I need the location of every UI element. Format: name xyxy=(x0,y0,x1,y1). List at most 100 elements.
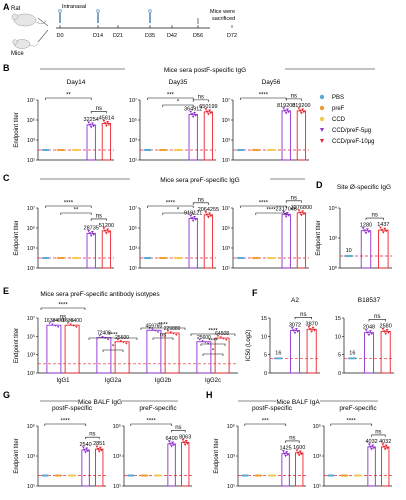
legend-marker xyxy=(319,105,325,111)
mice-label: Mice xyxy=(11,51,24,57)
significance-label: ns xyxy=(198,94,204,100)
y-tick-label: 10⁵ xyxy=(113,423,121,430)
data-point xyxy=(348,357,351,360)
y-tick-label: 10¹ xyxy=(227,484,235,490)
legend-marker xyxy=(320,139,324,143)
significance-bracket xyxy=(45,205,92,208)
value-label: 6400 xyxy=(165,436,177,442)
y-tick-label: 10⁵ xyxy=(313,423,321,430)
data-point xyxy=(186,442,189,445)
bar xyxy=(203,111,214,161)
data-point xyxy=(270,256,273,260)
bar xyxy=(296,110,307,161)
y-tick-label: 10 xyxy=(261,334,267,340)
day-label-D72: D72 xyxy=(227,33,237,39)
data-point xyxy=(107,230,111,234)
value-label: 1638400 xyxy=(62,318,82,324)
value-label: 45614 xyxy=(99,115,114,121)
data-point xyxy=(236,256,240,260)
value-label: 32254 xyxy=(84,117,99,123)
data-point xyxy=(366,331,370,334)
data-point xyxy=(382,330,386,333)
data-point xyxy=(286,453,290,457)
data-point xyxy=(72,324,75,327)
data-point xyxy=(387,331,390,334)
data-point xyxy=(353,357,357,360)
significance-label: ns xyxy=(96,213,102,219)
significance-label: **** xyxy=(58,303,68,309)
data-point xyxy=(296,451,300,455)
data-point xyxy=(190,217,194,220)
data-point xyxy=(179,148,182,152)
significance-bracket xyxy=(294,317,312,320)
value-label: 650199 xyxy=(199,104,217,110)
significance-label: ** xyxy=(74,208,79,214)
data-point xyxy=(191,115,195,118)
data-point xyxy=(284,454,287,458)
data-point xyxy=(167,440,171,443)
bar xyxy=(181,441,190,487)
data-point xyxy=(281,450,285,453)
data-point xyxy=(279,357,283,360)
data-point xyxy=(238,148,241,152)
data-point xyxy=(245,474,249,477)
value-label: 51200 xyxy=(99,223,114,229)
significance-label: * xyxy=(177,100,180,106)
y-tick-label: 5 xyxy=(338,353,341,359)
value-label: 10 xyxy=(346,248,352,254)
data-point xyxy=(41,148,45,152)
significance-label: **** xyxy=(61,419,71,425)
data-point xyxy=(58,256,62,260)
data-point xyxy=(92,233,96,236)
data-point xyxy=(77,148,80,152)
data-point xyxy=(273,474,276,477)
value-label: 1600 xyxy=(293,445,305,451)
significance-label: **** xyxy=(158,323,168,329)
day-label-D0: D0 xyxy=(56,33,63,39)
y-tick-label: 10³ xyxy=(27,246,35,252)
y-tick-label: 10⁷ xyxy=(129,97,137,104)
bar xyxy=(188,217,198,269)
y-tick-label: 10⁷ xyxy=(222,205,230,212)
significance-bracket xyxy=(190,333,236,336)
value-label: 16 xyxy=(275,350,281,356)
data-point xyxy=(242,256,245,260)
bar xyxy=(295,452,304,487)
panel-d-letter: D xyxy=(316,180,323,190)
data-point xyxy=(159,256,162,260)
data-point xyxy=(381,327,385,331)
data-point xyxy=(255,256,258,260)
data-point xyxy=(205,213,209,217)
panel-d-title: Site Ø-specific IgG xyxy=(337,184,391,191)
data-point xyxy=(290,326,294,330)
data-point xyxy=(208,109,212,112)
significance-bracket xyxy=(152,337,174,340)
significance-bracket xyxy=(202,353,224,356)
data-point xyxy=(75,256,78,260)
bar xyxy=(380,330,391,374)
y-tick-label: 5 xyxy=(264,353,267,359)
panel-a-letter: A xyxy=(3,2,10,12)
data-point xyxy=(292,329,296,332)
data-point xyxy=(41,256,45,260)
data-point xyxy=(366,228,369,231)
data-point xyxy=(345,474,348,477)
data-point xyxy=(286,108,289,111)
chart-title: Day14 xyxy=(67,79,86,86)
data-point xyxy=(270,148,273,152)
bar xyxy=(360,230,372,269)
y-tick-label: 10¹ xyxy=(27,266,35,272)
data-point xyxy=(164,148,167,152)
data-point xyxy=(367,333,371,337)
data-point xyxy=(103,122,107,125)
sacrificed-label-line2: sacrificed xyxy=(212,16,235,22)
data-point xyxy=(97,450,101,453)
data-point xyxy=(119,340,122,343)
bar xyxy=(114,341,130,374)
y-tick-label: 15 xyxy=(335,316,341,322)
data-point xyxy=(57,256,60,260)
bar xyxy=(188,113,198,161)
significance-bracket xyxy=(102,349,124,352)
y-tick-label: 10³ xyxy=(129,246,137,252)
